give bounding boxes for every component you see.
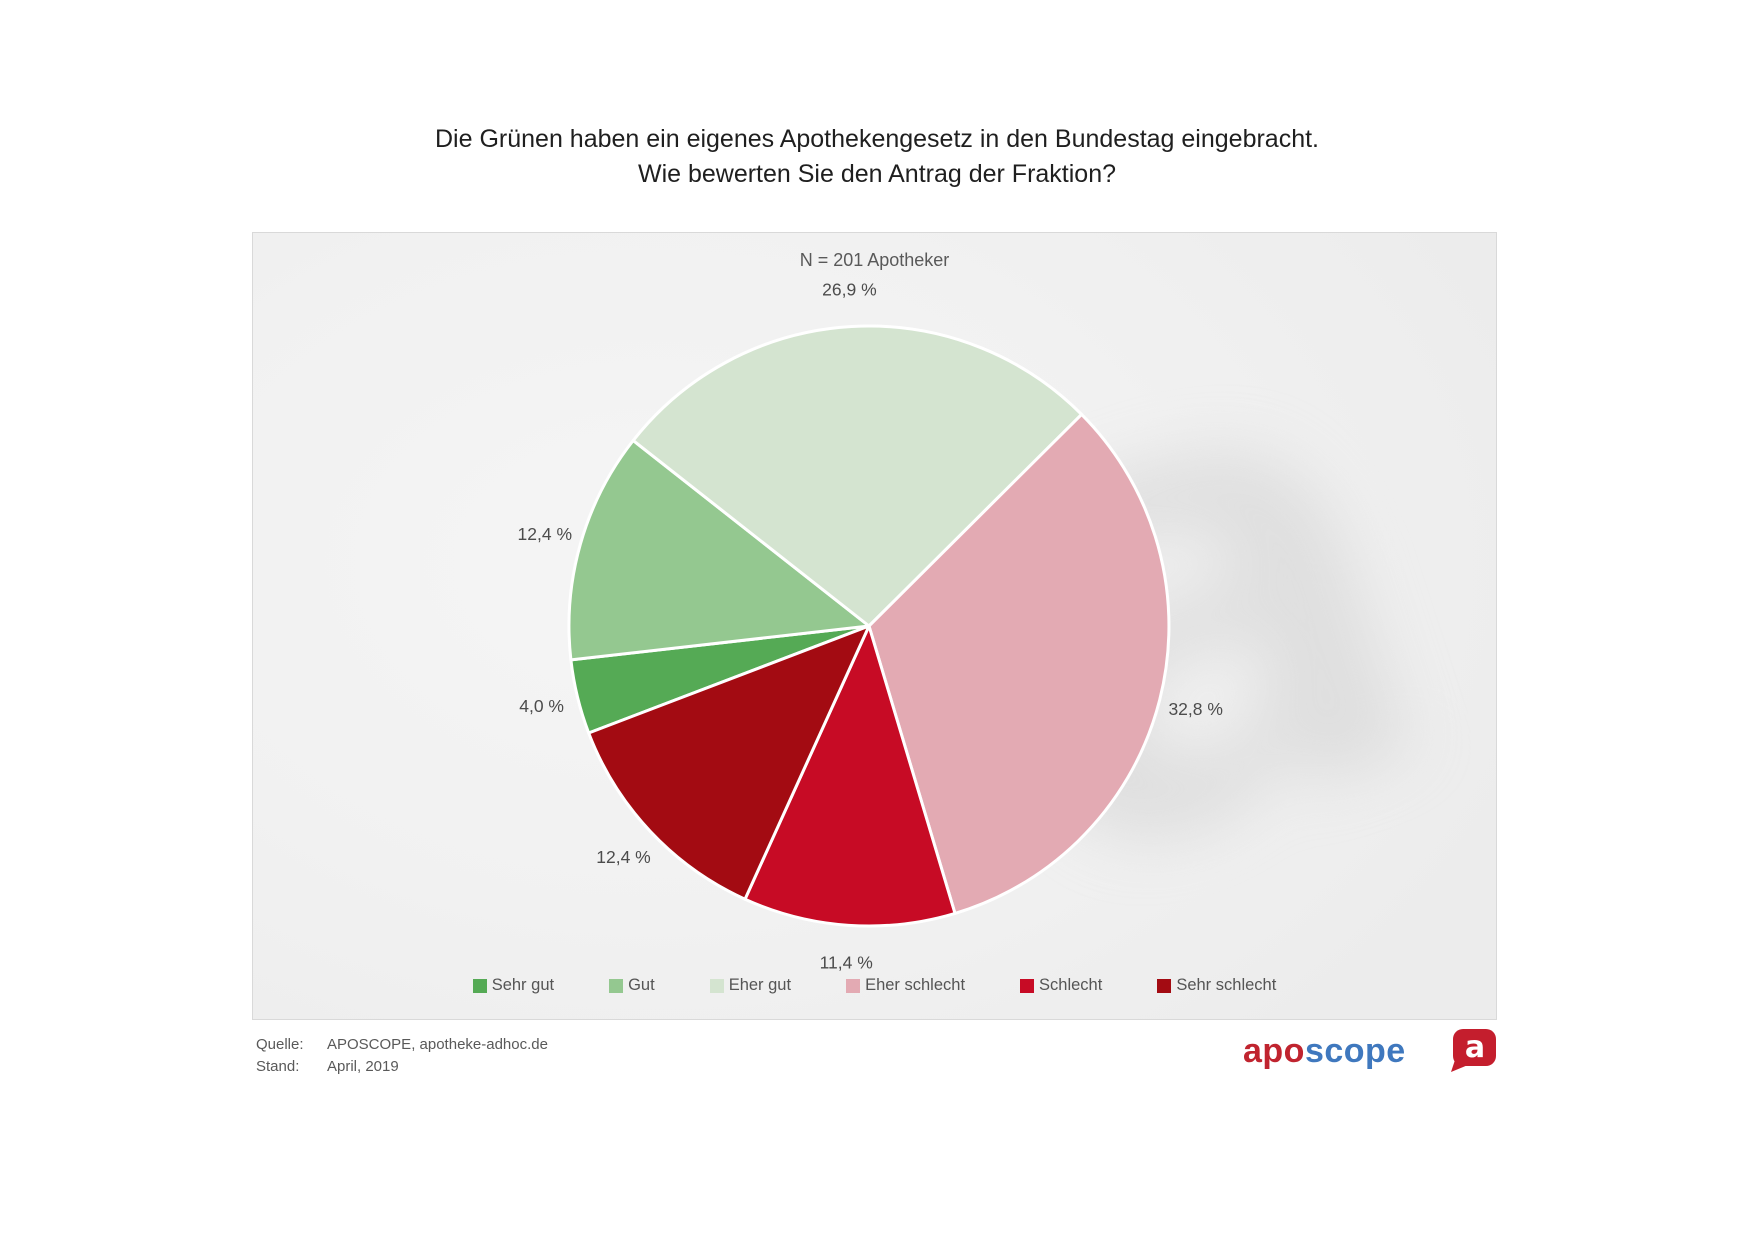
logo-scope-text: scope — [1304, 1032, 1406, 1070]
legend-item-sehr-gut: Sehr gut — [472, 976, 555, 995]
pie-slice-eher-gut — [631, 324, 1084, 628]
date-value: April, 2019 — [327, 1058, 399, 1075]
legend-label-sehr-gut: Sehr gut — [491, 976, 555, 994]
chart-panel: a N = 201 Apotheker 4,0 % 12,4 % 26,9 % 32,… — [252, 232, 1497, 1020]
legend-item-schlecht: Schlecht — [1020, 976, 1102, 995]
pie-slice-sehr-schlecht — [587, 624, 871, 901]
date-label: Stand: — [256, 1058, 300, 1075]
title-line-1: Die Grünen haben ein eigenes Apothekenge… — [435, 125, 1319, 153]
legend-item-eher-schlecht: Eher schlecht — [846, 976, 965, 995]
slice-value-label-sehr-gut: 4,0 % — [519, 696, 564, 716]
chart-legend: Sehr gut Gut Eher gut Eher schlecht Schlecht… — [253, 976, 1496, 995]
legend-swatch-eher-gut — [709, 978, 724, 993]
slice-value-label-schlecht: 11,4 % — [820, 952, 873, 972]
legend-label-eher-gut: Eher gut — [728, 976, 792, 994]
svg-text:a: a — [1465, 1030, 1485, 1065]
slice-value-label-eher-gut: 26,9 % — [822, 280, 876, 300]
source-label: Quelle: — [256, 1036, 304, 1053]
pie-slice-eher-schlecht — [867, 412, 1171, 915]
legend-item-gut: Gut — [609, 976, 655, 995]
sample-size-label: N = 201 Apotheker — [799, 250, 950, 270]
aposcope-wordmark: aposcope — [1243, 1026, 1406, 1076]
legend-label-sehr-schlecht: Sehr schlecht — [1176, 976, 1277, 994]
legend-label-gut: Gut — [628, 976, 655, 994]
legend-label-schlecht: Schlecht — [1039, 976, 1103, 994]
legend-label-eher-schlecht: Eher schlecht — [865, 976, 966, 994]
slice-value-label-gut: 12,4 % — [518, 524, 572, 544]
title-line-2: Wie bewerten Sie den Antrag der Fraktion… — [637, 160, 1117, 188]
chart-question-title: Die Grünen haben ein eigenes Apothekenge… — [0, 122, 1754, 192]
legend-item-sehr-schlecht: Sehr schlecht — [1157, 976, 1276, 995]
aposcope-bubble-icon: a — [1451, 1029, 1496, 1072]
source-footer: Quelle: APOSCOPE, apotheke-adhoc.de Stan… — [256, 1036, 548, 1076]
legend-swatch-schlecht — [1020, 978, 1035, 993]
logo-apo-text: apo — [1243, 1032, 1305, 1070]
legend-swatch-sehr-gut — [472, 978, 487, 993]
legend-item-eher-gut: Eher gut — [709, 976, 792, 995]
slice-value-label-sehr-schlecht: 12,4 % — [596, 847, 650, 867]
pie-slice-schlecht — [743, 624, 957, 928]
slice-value-label-eher-schlecht: 32,8 % — [1168, 699, 1222, 719]
pie-slice-gut — [567, 439, 871, 662]
source-value: APOSCOPE, apotheke-adhoc.de — [327, 1036, 548, 1053]
legend-swatch-sehr-schlecht — [1157, 978, 1172, 993]
aposcope-logo: aposcope a — [1243, 1026, 1497, 1076]
legend-swatch-gut — [609, 978, 624, 993]
pie-chart: 4,0 % 12,4 % 26,9 % 32,8 % 11,4 % 12,4 % — [518, 280, 1223, 973]
legend-swatch-eher-schlecht — [846, 978, 861, 993]
